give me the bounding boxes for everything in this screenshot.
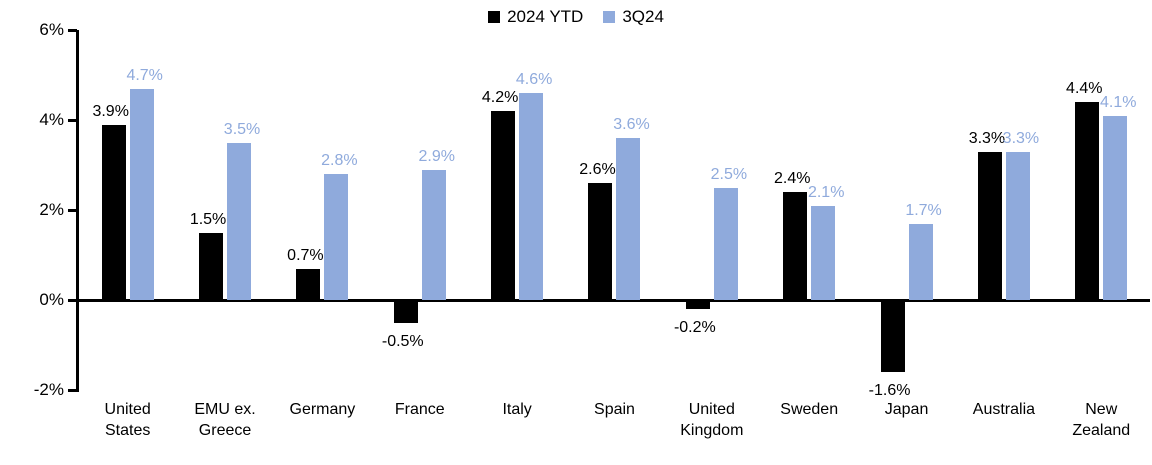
category-column: 0.7% 2.8% bbox=[274, 30, 371, 390]
bar-2024-ytd bbox=[1075, 102, 1100, 300]
x-axis-category-label: EMU ex. Greece bbox=[194, 401, 256, 439]
y-axis-tick bbox=[68, 299, 77, 302]
data-label-2024-ytd: -1.6% bbox=[868, 382, 911, 399]
category-column: 4.2% 4.6% bbox=[468, 30, 565, 390]
data-label-2024-ytd: -0.5% bbox=[381, 332, 424, 350]
bar-2024-ytd bbox=[199, 232, 224, 300]
data-label-3q24: 4.6% bbox=[515, 71, 553, 88]
x-axis-labels: United States EMU ex. Greece Germany France… bbox=[79, 399, 1150, 441]
category-column: 1.5% 3.5% bbox=[176, 30, 273, 390]
bar-2024-ytd bbox=[588, 183, 613, 300]
chart-legend: 2024 YTD 3Q24 bbox=[0, 7, 1152, 27]
plot-area: 3.9% 4.7% 1.5% 3.5% 0.7% 2.8% -0.5% 2.9% 4.2% 4.6… bbox=[79, 30, 1150, 400]
data-label-2024-ytd: 3.9% bbox=[92, 102, 129, 120]
data-label-2024-ytd: 2.6% bbox=[579, 161, 616, 178]
bar-3q24 bbox=[129, 88, 154, 300]
data-label-3q24: 3.5% bbox=[223, 120, 261, 138]
data-label-2024-ytd: 0.7% bbox=[287, 246, 324, 264]
x-axis-category-label: Spain bbox=[594, 401, 635, 418]
data-label-3q24: 1.7% bbox=[905, 201, 942, 219]
bar-2024-ytd bbox=[977, 151, 1002, 300]
data-label-3q24: 4.7% bbox=[126, 66, 163, 84]
category-column: -0.5% 2.9% bbox=[371, 30, 468, 390]
legend-label-3q24: 3Q24 bbox=[622, 7, 664, 26]
bar-3q24 bbox=[324, 174, 349, 300]
y-axis-tick bbox=[68, 119, 77, 122]
bar-2024-ytd bbox=[783, 192, 808, 300]
bar-3q24 bbox=[227, 142, 252, 300]
bar-3q24 bbox=[1103, 115, 1128, 300]
data-label-2024-ytd: 4.2% bbox=[481, 89, 519, 106]
bar-3q24 bbox=[519, 93, 544, 300]
bar-2024-ytd bbox=[393, 300, 418, 323]
y-axis-tick bbox=[68, 209, 77, 212]
bar-3q24 bbox=[811, 205, 836, 300]
y-axis-tick-label: -2% bbox=[33, 380, 64, 399]
bar-3q24 bbox=[1005, 151, 1030, 300]
category-column: 3.3% 3.3% bbox=[955, 30, 1052, 390]
y-axis-tick-label: 4% bbox=[39, 110, 64, 129]
category-column: 2.6% 3.6% bbox=[566, 30, 663, 390]
legend-swatch-3q24 bbox=[603, 11, 616, 23]
x-axis-category-label: United Kingdom bbox=[680, 401, 744, 439]
x-axis-category-label: Sweden bbox=[780, 401, 839, 418]
legend-swatch-2024-ytd bbox=[488, 11, 501, 23]
category-column: 2.4% 2.1% bbox=[761, 30, 858, 390]
bar-2024-ytd bbox=[296, 268, 321, 300]
y-axis-tick-label: 0% bbox=[39, 290, 64, 309]
category-column: -0.2% 2.5% bbox=[663, 30, 760, 390]
data-label-2024-ytd: 4.4% bbox=[1066, 80, 1103, 97]
data-label-3q24: 3.3% bbox=[1002, 129, 1040, 147]
y-axis-tick-label: 6% bbox=[39, 20, 64, 39]
x-axis-category-label: Italy bbox=[502, 401, 532, 418]
data-label-3q24: 2.8% bbox=[321, 152, 358, 169]
bar-3q24 bbox=[713, 187, 738, 300]
data-label-2024-ytd: 3.3% bbox=[968, 129, 1006, 147]
data-label-3q24: 4.1% bbox=[1100, 93, 1137, 111]
data-label-3q24: 3.6% bbox=[613, 116, 650, 133]
y-axis-tick bbox=[68, 29, 77, 32]
legend-item-2024-ytd: 2024 YTD bbox=[488, 7, 583, 27]
data-label-2024-ytd: 2.4% bbox=[773, 170, 811, 187]
category-column: 3.9% 4.7% bbox=[79, 30, 176, 390]
x-axis-category-label: Germany bbox=[289, 401, 356, 418]
legend-item-3q24: 3Q24 bbox=[603, 7, 664, 27]
bar-2024-ytd bbox=[880, 300, 905, 372]
bar-3q24 bbox=[908, 223, 933, 300]
bar-2024-ytd bbox=[491, 111, 516, 300]
data-label-3q24: 2.5% bbox=[710, 165, 748, 183]
bar-2024-ytd bbox=[685, 300, 710, 309]
x-axis-category-label: France bbox=[394, 401, 445, 418]
bar-2024-ytd bbox=[101, 124, 126, 300]
category-column: -1.6% 1.7% bbox=[858, 30, 955, 400]
y-axis-tick-label: 2% bbox=[39, 200, 64, 219]
x-axis-category-label: United States bbox=[104, 401, 151, 439]
data-label-2024-ytd: 1.5% bbox=[189, 210, 227, 228]
data-label-3q24: 2.1% bbox=[807, 183, 845, 201]
data-label-3q24: 2.9% bbox=[418, 147, 455, 165]
bar-3q24 bbox=[421, 169, 446, 300]
y-axis-line bbox=[76, 30, 79, 392]
x-axis-category-label: New Zealand bbox=[1072, 401, 1131, 439]
x-axis-category-label: Australia bbox=[972, 401, 1036, 418]
x-axis-zero-line bbox=[79, 299, 1150, 302]
bar-3q24 bbox=[616, 138, 641, 300]
category-column: 4.4% 4.1% bbox=[1053, 30, 1150, 390]
y-axis-tick bbox=[68, 389, 77, 392]
x-axis-category-label: Japan bbox=[884, 401, 929, 418]
data-label-2024-ytd: -0.2% bbox=[673, 319, 716, 336]
legend-label-2024-ytd: 2024 YTD bbox=[507, 7, 584, 26]
